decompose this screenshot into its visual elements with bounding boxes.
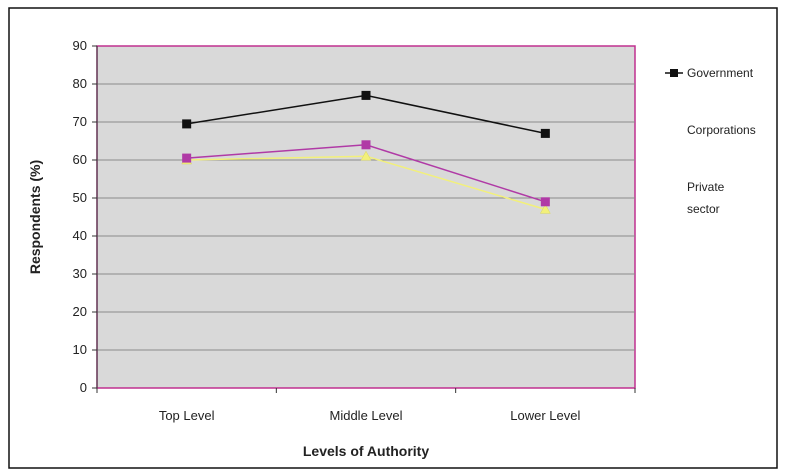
x-axis-title: Levels of Authority bbox=[303, 443, 429, 459]
legend: Government Corporations Private sector bbox=[665, 66, 756, 216]
data-point bbox=[361, 90, 371, 100]
y-tick-label: 40 bbox=[73, 228, 87, 243]
x-tick-label: Middle Level bbox=[330, 408, 403, 423]
data-point bbox=[361, 140, 371, 150]
y-axis: 0 10 20 30 40 50 60 70 80 90 bbox=[73, 38, 98, 395]
data-point bbox=[540, 128, 550, 138]
legend-label-line: Private bbox=[687, 180, 725, 194]
y-tick-label: 90 bbox=[73, 38, 87, 53]
y-tick-label: 10 bbox=[73, 342, 87, 357]
x-axis: Top Level Middle Level Lower Level bbox=[96, 388, 636, 423]
y-tick-label: 0 bbox=[80, 380, 87, 395]
data-point bbox=[360, 150, 372, 161]
y-tick-label: 80 bbox=[73, 76, 87, 91]
legend-label: Government bbox=[687, 66, 754, 80]
y-axis-title: Respondents (%) bbox=[27, 160, 43, 274]
data-point bbox=[540, 197, 550, 207]
legend-label: Corporations bbox=[687, 123, 756, 137]
y-tick-label: 20 bbox=[73, 304, 87, 319]
series-layer bbox=[181, 90, 551, 214]
y-tick-label: 50 bbox=[73, 190, 87, 205]
y-tick-label: 30 bbox=[73, 266, 87, 281]
legend-swatch-marker bbox=[670, 69, 678, 77]
y-tick-label: 60 bbox=[73, 152, 87, 167]
data-point bbox=[539, 203, 551, 214]
legend-label-line: sector bbox=[687, 202, 720, 216]
y-tick-label: 70 bbox=[73, 114, 87, 129]
plot-area bbox=[96, 45, 636, 389]
legend-label: Private sector bbox=[687, 180, 725, 216]
data-point bbox=[182, 119, 192, 129]
x-tick-label: Top Level bbox=[159, 408, 215, 423]
x-tick-label: Lower Level bbox=[510, 408, 580, 423]
data-point bbox=[182, 153, 192, 163]
